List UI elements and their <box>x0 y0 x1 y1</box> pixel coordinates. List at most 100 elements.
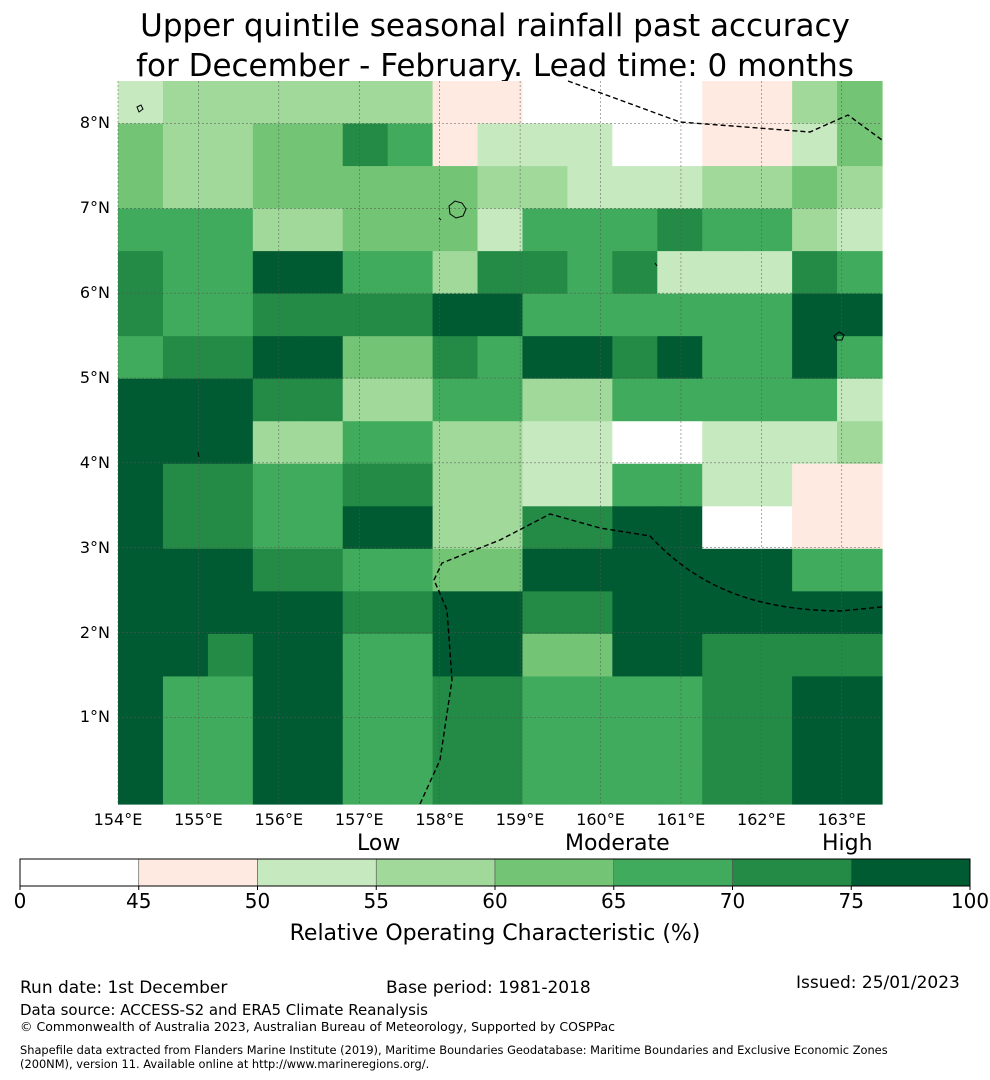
grid-cell <box>477 336 524 380</box>
grid-cell <box>657 718 703 763</box>
grid-cell <box>792 676 838 720</box>
grid-cell <box>342 166 389 210</box>
grid-cell <box>387 123 434 167</box>
grid-cell <box>477 718 524 763</box>
grid-cell <box>747 591 793 635</box>
colorbar-bin <box>613 858 733 887</box>
grid-cell <box>162 676 209 720</box>
grid-cell <box>612 761 658 805</box>
grid-cell <box>792 123 838 167</box>
grid-cell <box>118 166 164 210</box>
grid-cell <box>387 463 434 507</box>
grid-cell <box>747 378 793 422</box>
grid-cell <box>477 633 524 678</box>
colorbar-tick-label: 45 <box>126 889 152 913</box>
grid-cell <box>837 676 883 720</box>
grid-cell <box>252 336 299 380</box>
grid-cell <box>387 336 434 380</box>
grid-cell <box>657 761 703 805</box>
grid-cell <box>747 718 793 763</box>
map-title: Upper quintile seasonal rainfall past ac… <box>0 6 990 86</box>
grid-cell <box>747 676 793 720</box>
longitude-label: 162°E <box>737 810 786 829</box>
grid-cell <box>612 166 658 210</box>
grid-cell <box>252 166 299 210</box>
grid-cell <box>118 718 164 763</box>
longitude-label: 154°E <box>93 810 143 829</box>
grid-cell <box>792 421 838 465</box>
grid-cell <box>657 633 703 678</box>
grid-cell <box>207 761 254 805</box>
grid-cell <box>387 633 434 678</box>
category-label-low: Low <box>357 831 401 856</box>
grid-cell <box>702 548 748 592</box>
grid-cell <box>162 123 209 167</box>
grid-cell <box>747 336 793 380</box>
latitude-label: 7°N <box>79 198 110 218</box>
grid-cell <box>297 123 344 167</box>
grid-cell <box>792 336 838 380</box>
grid-cell <box>702 123 748 167</box>
grid-cell <box>567 463 613 507</box>
grid-cell <box>297 506 344 550</box>
grid-cell <box>522 591 569 635</box>
island-coastline <box>448 200 467 219</box>
colorbar-tick-label: 70 <box>719 889 746 913</box>
grid-cell <box>837 718 883 763</box>
grid-cell <box>432 676 479 720</box>
grid-cell <box>162 761 209 805</box>
grid-cell <box>118 123 164 167</box>
map-title-line1: Upper quintile seasonal rainfall past ac… <box>140 8 850 44</box>
grid-cell <box>207 463 254 507</box>
grid-cell <box>342 676 389 720</box>
grid-cell <box>252 718 299 763</box>
grid-cell <box>792 548 838 592</box>
grid-cell <box>387 591 434 635</box>
grid-cell <box>477 506 524 550</box>
grid-cell <box>837 548 883 592</box>
grid-cell <box>118 591 164 635</box>
island-coastline <box>438 217 442 221</box>
longitude-label: 163°E <box>817 810 867 829</box>
grid-cell <box>432 718 479 763</box>
grid-cell <box>657 421 703 465</box>
grid-cell <box>387 378 434 422</box>
grid-cell <box>657 463 703 507</box>
grid-cell <box>522 293 569 337</box>
grid-cell <box>612 293 658 337</box>
grid-cell <box>477 463 524 507</box>
latitude-label: 8°N <box>79 113 110 133</box>
grid-cell <box>612 336 658 380</box>
grid-cell <box>837 293 883 337</box>
grid-cell <box>342 378 389 422</box>
longitude-label: 155°E <box>174 810 223 829</box>
longitude-label: 160°E <box>576 810 625 829</box>
grid-cell <box>612 251 658 295</box>
grid-cell <box>657 251 703 295</box>
grid-cell <box>702 251 748 295</box>
colorbar-bin <box>732 858 852 887</box>
grid-cell <box>387 506 434 550</box>
grid-cell <box>702 293 748 337</box>
grid-cell <box>567 251 613 295</box>
grid-cell <box>207 378 254 422</box>
grid-cell <box>837 633 883 678</box>
grid-cell <box>522 378 569 422</box>
grid-cell <box>432 506 479 550</box>
grid-cell <box>522 81 569 125</box>
copyright-notice: © Commonwealth of Australia 2023, Austra… <box>20 1019 615 1034</box>
grid-cell <box>612 506 658 550</box>
grid-cell <box>387 208 434 252</box>
grid-cell <box>567 421 613 465</box>
grid-cell <box>612 81 658 125</box>
grid-cell <box>387 676 434 720</box>
grid-cell <box>747 548 793 592</box>
grid-cell <box>702 506 748 550</box>
grid-cell <box>522 336 569 380</box>
grid-cell <box>567 293 613 337</box>
data-source: Data source: ACCESS-S2 and ERA5 Climate … <box>20 1001 428 1019</box>
grid-cell <box>792 378 838 422</box>
grid-cell <box>252 463 299 507</box>
grid-cell <box>297 591 344 635</box>
grid-cell <box>432 463 479 507</box>
